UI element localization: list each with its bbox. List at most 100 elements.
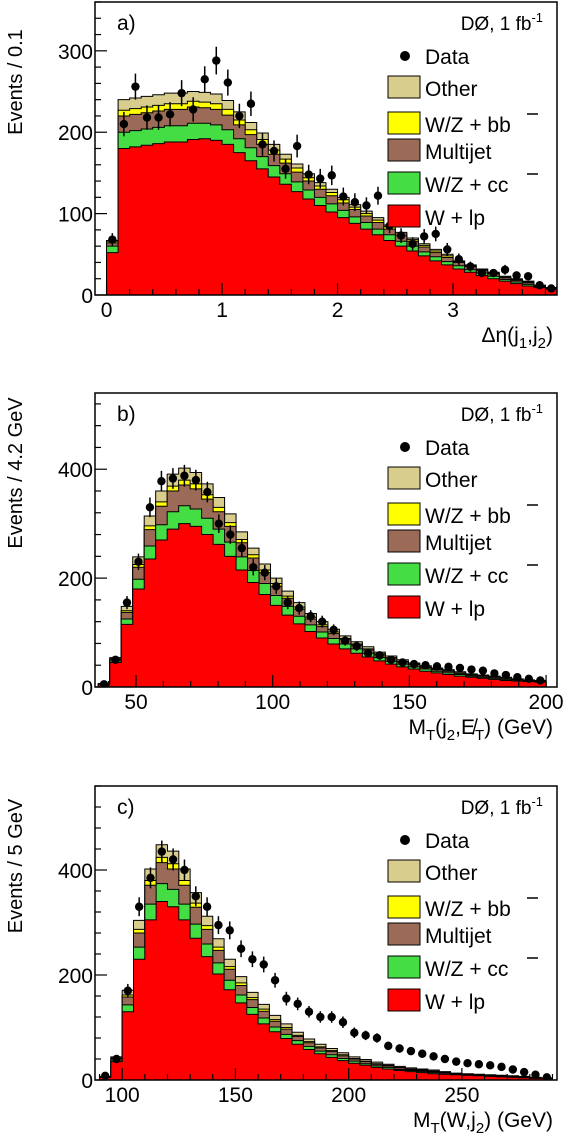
legend-swatch-wz_bb (387, 111, 421, 135)
data-point (501, 670, 511, 680)
data-point (236, 944, 246, 953)
data-point (531, 1070, 540, 1079)
data-point (463, 1059, 472, 1068)
data-point (145, 503, 155, 512)
panel-label: a) (117, 12, 136, 35)
data-point (361, 1031, 370, 1040)
data-point (188, 105, 198, 114)
legend-swatch-other (387, 859, 421, 883)
data-point (134, 902, 144, 911)
legend-marker-data (400, 51, 410, 61)
data-point (363, 649, 373, 658)
data-point (523, 272, 533, 281)
data-point (237, 543, 247, 553)
data-point (177, 88, 186, 98)
data-point (474, 1060, 484, 1069)
data-point (429, 1052, 438, 1061)
data-point (214, 519, 224, 528)
data-point (295, 603, 304, 613)
data-point (99, 680, 109, 687)
stack-w_lp (106, 138, 557, 295)
data-point (440, 1054, 450, 1064)
data-point (180, 471, 189, 480)
data-point (419, 232, 429, 241)
data-point (317, 617, 327, 626)
legend-label-multijet: Multijet (425, 532, 492, 555)
y-tick-label: 200 (58, 965, 93, 988)
data-point (202, 902, 212, 911)
legend-label-wz_cc: W/Z + cc (425, 565, 508, 588)
experiment-label: DØ, 1 fb-1 (461, 794, 543, 819)
data-point (375, 651, 384, 660)
data-point (350, 1028, 359, 1037)
data-point (111, 655, 120, 664)
data-point (272, 582, 281, 591)
data-point (467, 665, 476, 674)
data-point (512, 271, 521, 280)
data-point (408, 239, 417, 248)
data-point (283, 598, 292, 607)
legend-swatch-other (387, 75, 421, 99)
legend-swatch-wz_cc (387, 562, 421, 586)
data-point (200, 75, 209, 84)
data-point (338, 1018, 348, 1027)
data-point (373, 191, 383, 200)
x-tick-label: 200 (331, 1084, 366, 1107)
data-point (235, 111, 244, 121)
data-point (292, 141, 302, 151)
legend-label-multijet: Multijet (425, 925, 492, 948)
data-point (203, 487, 212, 497)
data-point (180, 865, 189, 875)
data-point (154, 113, 163, 122)
panel-a: 0 1 2 3 0 100 200 300 Events / 0.1 a) DØ, 1 fb-1 Δη… (5, 1, 558, 352)
y-tick-label: 400 (58, 860, 93, 883)
data-point (329, 625, 338, 635)
data-point (142, 113, 152, 122)
legend-label-wz_bb: W/Z + bb (425, 898, 511, 921)
data-point (431, 229, 440, 239)
data-point (396, 231, 406, 240)
legend-label-w_lp: W + lp (425, 598, 485, 621)
plot-area (97, 464, 547, 687)
data-point (119, 119, 129, 129)
data-point (260, 568, 269, 577)
data-point (432, 662, 442, 671)
data-point (535, 281, 544, 290)
data-point (225, 926, 234, 935)
legend-swatch-multijet (387, 922, 421, 946)
y-tick-label: 0 (81, 1070, 93, 1093)
data-point (454, 254, 464, 264)
x-axis-label: MT(W,j2) (GeV) (413, 1109, 553, 1137)
legend-swatch-w_lp (387, 204, 421, 228)
legend-swatch-w_lp (387, 988, 421, 1012)
data-point (223, 78, 233, 87)
data-point (168, 474, 178, 483)
data-point (259, 960, 268, 969)
legend-label-wz_cc: W/Z + cc (425, 958, 508, 981)
panel-b: 50 100 150 200 0 200 400 Events / 4.2 GeV b) DØ, … (5, 392, 564, 744)
data-point (165, 110, 175, 119)
data-point (513, 673, 522, 682)
data-point (123, 986, 133, 995)
y-tick-label: 300 (58, 41, 93, 64)
x-axis-label: Δη(j1,j2) (481, 324, 553, 352)
legend-label-w_lp: W + lp (425, 207, 485, 230)
data-point (258, 140, 267, 149)
panel-label: b) (117, 403, 136, 426)
data-point (477, 268, 487, 278)
x-tick-label: 50 (124, 691, 147, 714)
data-point (478, 666, 488, 675)
y-tick-label: 200 (58, 568, 93, 591)
data-point (270, 976, 280, 985)
data-point (304, 170, 313, 179)
legend-swatch-multijet (387, 138, 421, 162)
data-point (168, 855, 178, 864)
legend-label-wz_cc: W/Z + cc (425, 174, 508, 197)
data-point (100, 1071, 110, 1080)
data-point (146, 873, 155, 883)
data-point (444, 662, 453, 672)
x-tick-label: 100 (255, 691, 290, 714)
data-point (157, 847, 167, 856)
data-point (191, 475, 201, 485)
